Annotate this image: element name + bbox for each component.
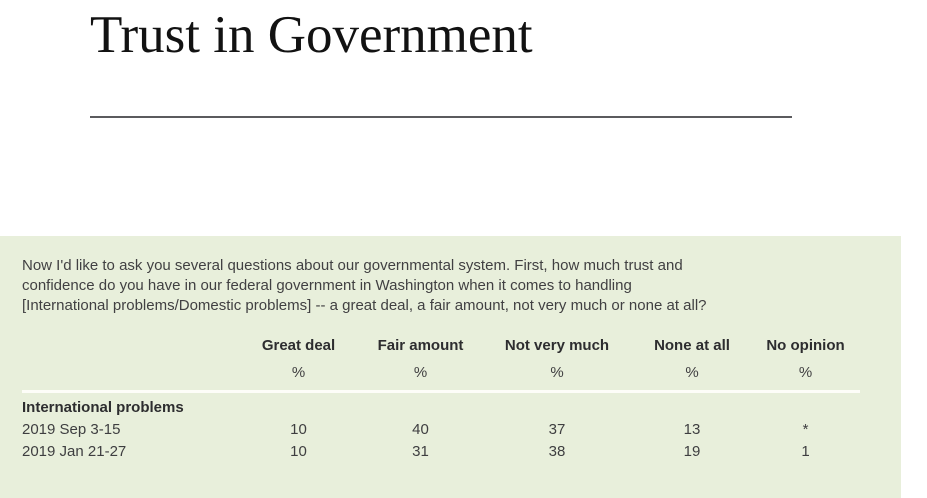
section-label: International problems bbox=[22, 399, 184, 416]
cell-value: 1 bbox=[801, 443, 810, 460]
column-header-no-opinion: No opinion bbox=[766, 337, 845, 354]
cell-value: 19 bbox=[683, 443, 701, 460]
poll-question-panel: Now I'd like to ask you several question… bbox=[0, 236, 901, 498]
unit-percent: % bbox=[481, 355, 633, 393]
unit-percent: % bbox=[360, 355, 481, 393]
title-divider bbox=[90, 116, 792, 118]
cell-value: * bbox=[802, 421, 809, 438]
column-header-fair-amount: Fair amount bbox=[377, 337, 464, 354]
unit-percent: % bbox=[633, 355, 751, 393]
poll-results-table: Great deal Fair amount Not very much Non… bbox=[22, 338, 860, 459]
table-row: 2019 Jan 21-27 10 31 38 19 1 bbox=[22, 437, 860, 459]
survey-question-text: Now I'd like to ask you several question… bbox=[22, 257, 707, 314]
cell-value: 10 bbox=[290, 443, 307, 460]
table-unit-row: % % % % % bbox=[22, 355, 860, 393]
unit-percent: % bbox=[751, 355, 860, 393]
cell-value: 10 bbox=[290, 421, 307, 438]
empty-header-cell bbox=[22, 338, 237, 355]
column-header-not-very-much: Not very much bbox=[504, 337, 610, 354]
row-label-date: 2019 Sep 3-15 bbox=[22, 421, 121, 438]
cell-value: 40 bbox=[412, 421, 429, 438]
cell-value: 31 bbox=[412, 443, 429, 460]
column-header-none-at-all: None at all bbox=[654, 337, 730, 354]
table-section-row: International problems bbox=[22, 392, 860, 416]
page-header: Trust in Government bbox=[0, 0, 927, 65]
cell-value: 37 bbox=[548, 421, 566, 438]
page-title: Trust in Government bbox=[90, 6, 533, 64]
column-header-great-deal: Great deal bbox=[261, 337, 336, 354]
row-label-date: 2019 Jan 21-27 bbox=[22, 443, 127, 460]
table-header-row: Great deal Fair amount Not very much Non… bbox=[22, 338, 860, 355]
unit-percent: % bbox=[237, 355, 360, 393]
empty-unit-cell bbox=[22, 355, 237, 393]
cell-value: 38 bbox=[548, 443, 566, 460]
table-row: 2019 Sep 3-15 10 40 37 13 * bbox=[22, 415, 860, 437]
cell-value: 13 bbox=[683, 421, 701, 438]
